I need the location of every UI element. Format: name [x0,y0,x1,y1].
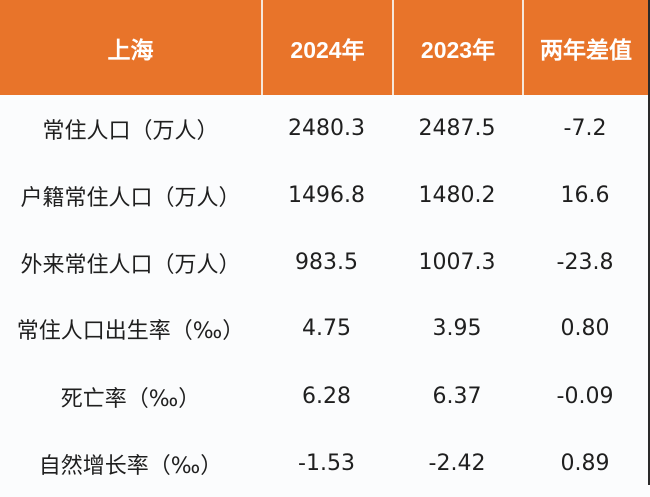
value-2024: -1.53 [298,451,355,476]
value-2023: 2487.5 [418,116,496,141]
row-label: 自然增长率（‰） [38,453,223,479]
value-diff: -7.2 [563,116,607,141]
value-2023: 3.95 [432,316,482,341]
header-diff: 两年差值 [522,0,648,95]
value-2024: 1496.8 [288,183,365,208]
row-label: 常住人口出生率（‰） [16,318,245,344]
value-2023: 1480.2 [418,183,496,208]
right-edge-border [648,0,650,485]
table-row: 外来常住人口（万人） 983.5 1007.3 -23.8 [0,229,648,296]
value-diff: 16.6 [560,183,610,208]
row-label: 死亡率（‰） [60,386,201,412]
row-label: 外来常住人口（万人） [20,252,241,278]
header-2024: 2024年 [261,0,392,95]
table-row: 常住人口出生率（‰） 4.75 3.95 0.80 [0,295,648,362]
table-header: 上海 2024年 2023年 两年差值 [0,0,648,95]
table-row: 户籍常住人口（万人） 1496.8 1480.2 16.6 [0,162,648,229]
value-2024: 983.5 [295,250,358,275]
value-2024: 2480.3 [288,116,365,141]
table-row: 常住人口（万人） 2480.3 2487.5 -7.2 [0,95,648,162]
table-row: 死亡率（‰） 6.28 6.37 -0.09 [0,363,648,430]
value-diff: 0.80 [560,316,610,341]
value-diff: -23.8 [556,250,614,275]
population-table: 上海 2024年 2023年 两年差值 常住人口（万人） 2480.3 2487… [0,0,648,479]
value-2023: -2.42 [428,451,486,476]
table-row: 自然增长率（‰） -1.53 -2.42 0.89 [0,430,648,497]
value-2024: 4.75 [302,316,351,341]
header-region: 上海 [107,36,154,63]
row-label: 户籍常住人口（万人） [20,185,241,211]
value-diff: 0.89 [560,451,610,476]
header-2023: 2023年 [392,0,522,95]
value-2023: 6.37 [432,384,482,409]
value-diff: -0.09 [556,384,614,409]
value-2023: 1007.3 [418,250,496,275]
row-label: 常住人口（万人） [42,118,219,144]
value-2024: 6.28 [302,384,351,409]
